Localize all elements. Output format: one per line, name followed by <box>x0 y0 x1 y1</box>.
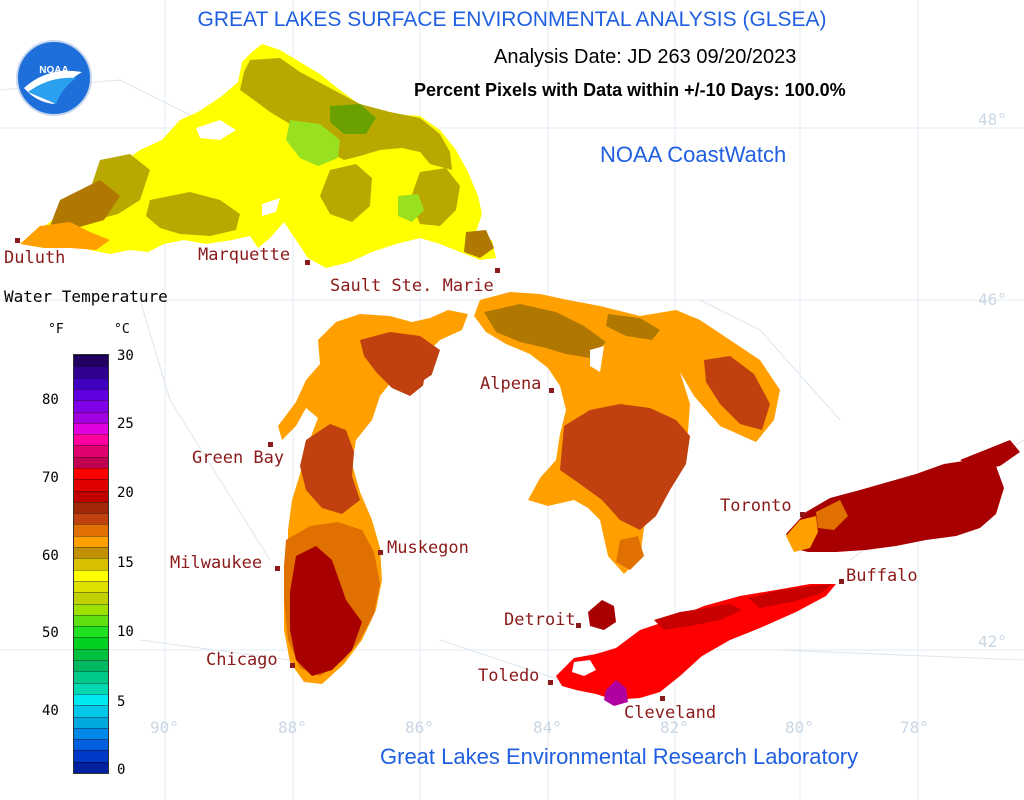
legend-color-swatch <box>74 682 108 694</box>
legend-color-swatch <box>74 422 108 435</box>
legend-tick-c-5: 5 <box>117 694 126 710</box>
legend-color-swatch <box>74 501 108 514</box>
lat-label-42: 42° <box>978 632 1007 651</box>
lake-superior <box>20 44 496 268</box>
legend-color-swatch <box>74 603 108 615</box>
city-label-buffalo: Buffalo <box>846 566 918 586</box>
lon-label-80: 80° <box>785 718 814 737</box>
legend-color-swatch <box>74 705 108 717</box>
lake-huron <box>474 292 780 574</box>
city-label-duluth: Duluth <box>4 248 66 268</box>
legend-tick-f-70: 70 <box>42 470 59 486</box>
legend-tick-f-50: 50 <box>42 625 59 641</box>
legend-tick-f-80: 80 <box>42 392 59 408</box>
lon-label-78: 78° <box>900 718 929 737</box>
legend-color-swatch <box>74 558 108 570</box>
city-label-sault-ste-marie: Sault Ste. Marie <box>330 276 494 296</box>
legend-color-swatch <box>74 739 108 751</box>
legend-tick-c-10: 10 <box>117 624 134 640</box>
lon-label-84: 84° <box>533 718 562 737</box>
legend-colorbar <box>73 354 109 774</box>
city-label-chicago: Chicago <box>206 650 278 670</box>
city-label-milwaukee: Milwaukee <box>170 553 263 573</box>
legend-color-swatch <box>74 479 108 491</box>
city-label-toronto: Toronto <box>720 496 792 516</box>
lake-michigan <box>278 310 468 684</box>
legend-color-swatch <box>74 388 108 401</box>
legend-color-swatch <box>74 761 108 773</box>
city-label-muskegon: Muskegon <box>387 538 469 558</box>
legend-color-swatch <box>74 456 108 468</box>
lon-label-82: 82° <box>660 718 689 737</box>
city-label-cleveland: Cleveland <box>624 703 717 723</box>
legend-color-swatch <box>74 727 108 740</box>
lat-label-48: 48° <box>978 110 1007 129</box>
glerl-label: Great Lakes Environmental Research Labor… <box>380 744 859 769</box>
legend-color-swatch <box>74 434 108 446</box>
legend-tick-c-0: 0 <box>117 762 126 778</box>
coastwatch-label: NOAA CoastWatch <box>600 142 787 167</box>
legend-color-swatch <box>74 467 108 480</box>
legend-color-swatch <box>74 377 108 389</box>
lake-ontario <box>786 440 1020 552</box>
legend-color-swatch <box>74 524 108 536</box>
legend-color-swatch <box>74 648 108 661</box>
legend-color-swatch <box>74 569 108 581</box>
legend-color-swatch <box>74 626 108 638</box>
percent-pixels: Percent Pixels with Data within +/-10 Da… <box>414 80 846 100</box>
city-label-green-bay: Green Bay <box>192 448 285 468</box>
legend-color-swatch <box>74 411 108 423</box>
legend-color-swatch <box>74 693 108 706</box>
legend-unit-c: °C <box>114 322 130 337</box>
legend-color-swatch <box>74 400 108 412</box>
lon-label-90: 90° <box>150 718 179 737</box>
legend-tick-c-30: 30 <box>117 348 134 364</box>
lon-label-86: 86° <box>405 718 434 737</box>
legend-color-swatch <box>74 513 108 525</box>
legend-color-swatch <box>74 366 108 378</box>
city-label-alpena: Alpena <box>480 374 542 394</box>
lon-label-88: 88° <box>278 718 307 737</box>
legend-color-swatch <box>74 547 108 559</box>
analysis-date: Analysis Date: JD 263 09/20/2023 <box>494 46 797 68</box>
legend-color-swatch <box>74 490 108 502</box>
legend-title: Water Temperature <box>4 287 168 306</box>
legend-tick-f-40: 40 <box>42 703 59 719</box>
legend-color-swatch <box>74 535 108 548</box>
legend-color-swatch <box>74 660 108 672</box>
legend-color-swatch <box>74 750 108 762</box>
legend-color-swatch <box>74 592 108 604</box>
city-label-detroit: Detroit <box>504 610 576 630</box>
legend-color-swatch <box>74 637 108 649</box>
lat-label-46: 46° <box>978 290 1007 309</box>
legend-color-swatch <box>74 716 108 728</box>
legend-tick-c-25: 25 <box>117 416 134 432</box>
legend-color-swatch <box>74 614 108 627</box>
legend-color-swatch <box>74 445 108 457</box>
legend-unit-f: °F <box>48 322 64 337</box>
legend-tick-f-60: 60 <box>42 548 59 564</box>
legend-color-swatch <box>74 671 108 683</box>
legend-color-swatch <box>74 355 108 367</box>
legend-tick-c-20: 20 <box>117 485 134 501</box>
city-label-toledo: Toledo <box>478 666 540 686</box>
legend-tick-c-15: 15 <box>117 555 134 571</box>
legend-color-swatch <box>74 580 108 593</box>
noaa-logo-graphic <box>20 44 88 112</box>
noaa-logo-text: NOAA <box>39 65 69 76</box>
noaa-logo: NOAA <box>16 40 92 116</box>
page-title: GREAT LAKES SURFACE ENVIRONMENTAL ANALYS… <box>197 8 827 31</box>
city-markers <box>15 238 844 701</box>
lake-st-clair <box>588 600 616 630</box>
lake-erie <box>556 584 836 706</box>
city-label-marquette: Marquette <box>198 245 291 265</box>
